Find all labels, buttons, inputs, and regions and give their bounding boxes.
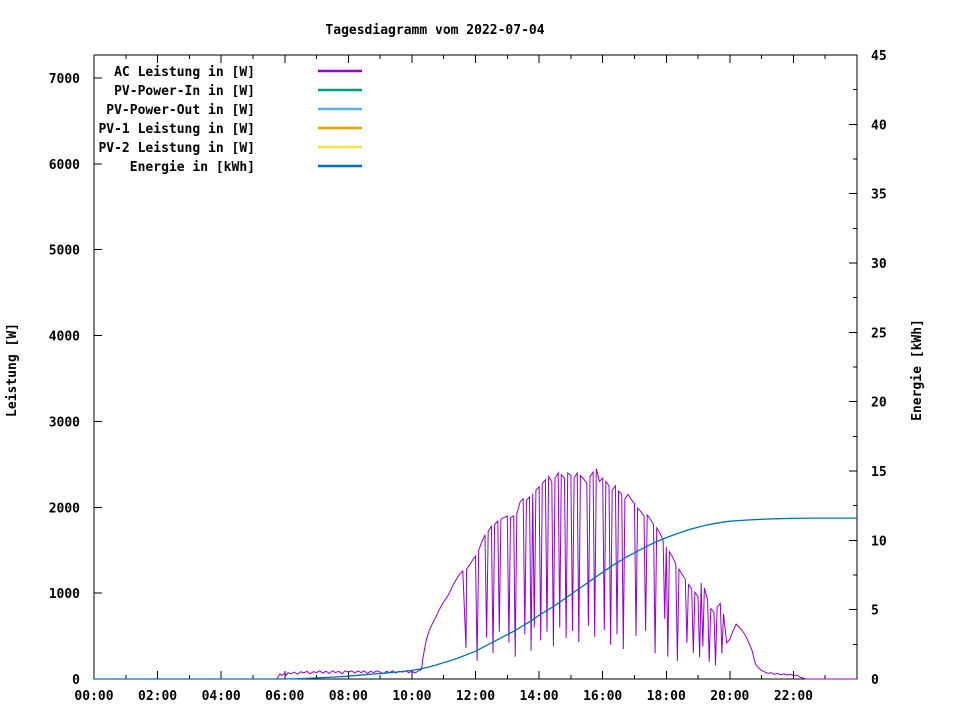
y-right-tick-label: 35 — [871, 188, 887, 203]
legend-label: PV-1 Leistung in [W] — [98, 122, 255, 137]
axis-tick-labels: 00:00 02:00 04:00 06:00 08:00 10:00 12:00 14:00… — [49, 49, 887, 704]
x-tick-label: 20:00 — [710, 689, 749, 704]
x-tick-label: 02:00 — [138, 689, 177, 704]
legend-item: PV-Power-Out in [W] — [106, 103, 362, 118]
legend-label: Energie in [kWh] — [130, 160, 255, 175]
y-right-tick-label: 20 — [871, 396, 887, 411]
y-right-tick-label: 30 — [871, 257, 887, 272]
x-tick-label: 10:00 — [392, 689, 431, 704]
x-tick-label: 06:00 — [265, 689, 304, 704]
legend-item: AC Leistung in [W] — [114, 65, 362, 80]
x-tick-label: 22:00 — [774, 689, 813, 704]
x-tick-label: 08:00 — [329, 689, 368, 704]
y-left-tick-label: 6000 — [49, 158, 80, 173]
series-ac-leistung-in-w- — [94, 468, 857, 680]
legend-item: PV-Power-In in [W] — [114, 84, 362, 99]
y-left-tick-label: 3000 — [49, 415, 80, 430]
y-left-tick-label: 4000 — [49, 330, 80, 345]
right-axis-label: Energie [kWh] — [910, 319, 925, 421]
y-left-tick-label: 7000 — [49, 72, 80, 87]
y-right-tick-label: 40 — [871, 118, 887, 133]
series-energie-in-kwh- — [94, 517, 857, 680]
x-tick-label: 14:00 — [520, 689, 559, 704]
data-series — [94, 468, 857, 680]
y-left-tick-label: 0 — [72, 673, 80, 688]
axis-ticks — [93, 54, 857, 680]
y-right-tick-label: 45 — [871, 49, 887, 64]
left-axis-label: Leistung [W] — [5, 323, 20, 417]
legend-label: AC Leistung in [W] — [114, 65, 255, 80]
legend-label: PV-2 Leistung in [W] — [98, 141, 255, 156]
x-tick-label: 18:00 — [647, 689, 686, 704]
y-left-tick-label: 2000 — [49, 501, 80, 516]
y-right-tick-label: 10 — [871, 534, 887, 549]
y-left-tick-label: 1000 — [49, 587, 80, 602]
legend-item: Energie in [kWh] — [130, 160, 362, 175]
y-right-tick-label: 0 — [871, 673, 879, 688]
legend-label: PV-Power-In in [W] — [114, 84, 255, 99]
y-right-tick-label: 25 — [871, 326, 887, 341]
chart-legend: AC Leistung in [W] PV-Power-In in [W] PV-P… — [98, 65, 362, 175]
y-right-tick-label: 5 — [871, 604, 879, 619]
legend-label: PV-Power-Out in [W] — [106, 103, 255, 118]
x-tick-label: 16:00 — [583, 689, 622, 704]
chart-title: Tagesdiagramm vom 2022-07-04 — [325, 23, 544, 38]
legend-item: PV-1 Leistung in [W] — [98, 122, 362, 137]
x-tick-label: 00:00 — [74, 689, 113, 704]
y-left-tick-label: 5000 — [49, 244, 80, 259]
x-tick-label: 04:00 — [202, 689, 241, 704]
x-tick-label: 12:00 — [456, 689, 495, 704]
y-right-tick-label: 15 — [871, 465, 887, 480]
legend-item: PV-2 Leistung in [W] — [98, 141, 362, 156]
